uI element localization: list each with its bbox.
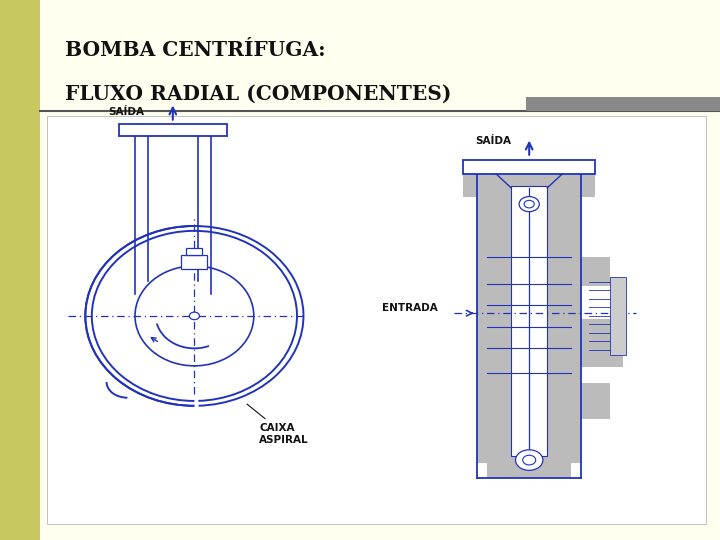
Circle shape [189, 312, 199, 320]
Circle shape [523, 455, 536, 465]
Bar [463, 171, 595, 197]
Text: BOMBA CENTRÍFUGA:: BOMBA CENTRÍFUGA: [65, 40, 325, 60]
Bar [610, 277, 626, 355]
Bar [47, 116, 706, 524]
Bar [511, 186, 547, 456]
Circle shape [516, 450, 543, 470]
Text: FLUXO RADIAL (COMPONENTES): FLUXO RADIAL (COMPONENTES) [65, 84, 451, 104]
Bar [186, 247, 202, 255]
Text: SAÍDA: SAÍDA [108, 107, 144, 117]
Text: SAÍDA: SAÍDA [475, 137, 511, 146]
Bar [581, 319, 623, 367]
Bar [526, 97, 720, 111]
Bar [581, 256, 610, 286]
Bar [181, 255, 207, 269]
Bar [119, 124, 227, 136]
Text: ENTRADA: ENTRADA [382, 303, 437, 313]
Text: CAIXA
ASPIRAL: CAIXA ASPIRAL [247, 404, 309, 445]
Bar [581, 383, 610, 418]
Bar [463, 160, 595, 174]
Bar [477, 173, 581, 463]
Circle shape [519, 197, 539, 212]
Bar [0, 0, 40, 540]
Circle shape [524, 200, 534, 208]
Bar [487, 457, 571, 478]
